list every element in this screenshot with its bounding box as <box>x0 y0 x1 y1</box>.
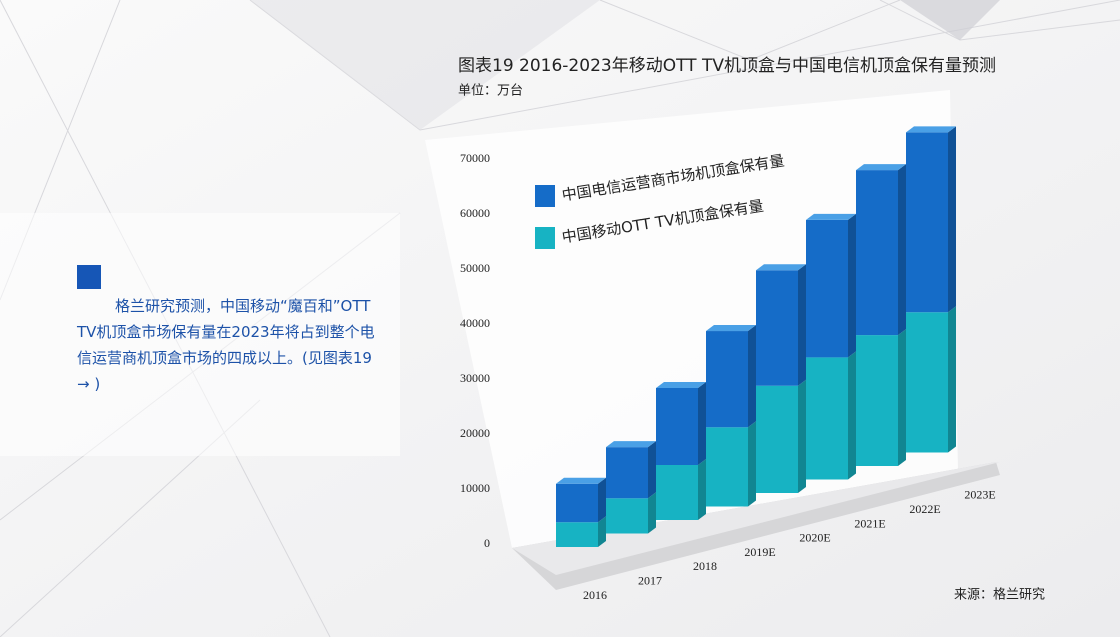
bar-side <box>598 516 606 547</box>
floor-top <box>512 462 1000 575</box>
bar <box>556 522 598 547</box>
bar-side <box>598 477 606 523</box>
legend-swatch <box>535 227 555 249</box>
subtitle: 单位：万台 <box>458 84 523 99</box>
floor <box>512 462 1000 590</box>
source: 来源：格兰研究 <box>954 587 1045 603</box>
bar-side <box>948 126 956 313</box>
note-text: 格兰研究预测，中国移动“魔百和”OTT TV机顶盒市场保有量在2023年将占到整… <box>77 297 375 393</box>
y-tick-label: 40000 <box>460 316 490 330</box>
bar <box>656 465 698 520</box>
y-tick-label: 0 <box>484 536 490 550</box>
x-tick-label: 2021E <box>854 516 885 530</box>
bar-top <box>556 477 606 484</box>
legend-swatch <box>535 185 555 207</box>
bar <box>906 132 948 313</box>
bar-top <box>706 325 756 332</box>
bar <box>856 335 898 466</box>
bar-side <box>648 441 656 499</box>
x-tick-label: 2023E <box>964 488 995 502</box>
x-tick-label: 2017 <box>638 573 662 587</box>
bar <box>756 385 798 493</box>
bar-side <box>848 213 856 358</box>
bar <box>606 498 648 534</box>
bar <box>806 219 848 358</box>
x-tick-label: 2016 <box>583 588 607 602</box>
bar-top <box>606 441 656 448</box>
y-tick-label: 60000 <box>460 206 490 220</box>
bar-side <box>798 379 806 493</box>
bar-top <box>856 164 906 171</box>
bar <box>706 331 748 428</box>
bar <box>556 483 598 523</box>
bar-side <box>748 421 756 507</box>
bar-side <box>698 382 706 465</box>
y-tick-label: 20000 <box>460 426 490 440</box>
bar-side <box>898 164 906 336</box>
bar-top <box>906 126 956 133</box>
bar-top <box>656 382 706 388</box>
note-panel <box>0 213 400 456</box>
y-tick-label: 30000 <box>460 371 490 385</box>
y-tick-label: 70000 <box>460 151 490 165</box>
bar <box>906 312 948 453</box>
bar-side <box>848 351 856 480</box>
bar <box>706 427 748 507</box>
bar <box>756 270 798 386</box>
bar <box>806 357 848 480</box>
x-tick-label: 2020E <box>799 531 830 545</box>
note-icon <box>77 265 101 289</box>
x-tick-label: 2022E <box>909 502 940 516</box>
bar <box>606 447 648 499</box>
bar <box>656 388 698 465</box>
bar-side <box>698 459 706 520</box>
bar-top <box>806 213 856 220</box>
x-tick-label: 2018 <box>693 559 717 573</box>
bar-side <box>748 325 756 428</box>
bar-top <box>756 264 806 271</box>
bar-side <box>798 264 806 386</box>
y-tick-label: 10000 <box>460 481 490 495</box>
x-tick-label: 2019E <box>744 545 775 559</box>
bar-side <box>948 306 956 453</box>
bar-side <box>648 492 656 534</box>
y-tick-label: 50000 <box>460 261 490 275</box>
bar <box>856 170 898 336</box>
chart-title: 图表19 2016-2023年移动OTT TV机顶盒与中国电信机顶盒保有量预测 <box>458 56 996 76</box>
bar-side <box>898 329 906 466</box>
